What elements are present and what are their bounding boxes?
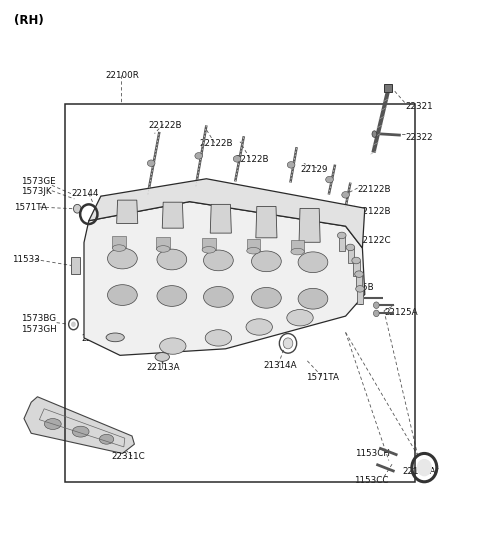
Ellipse shape <box>99 434 114 444</box>
Ellipse shape <box>246 319 273 335</box>
Text: 1573GH: 1573GH <box>21 325 56 334</box>
Ellipse shape <box>356 286 364 292</box>
Bar <box>291 240 304 252</box>
Ellipse shape <box>373 310 379 317</box>
Bar <box>112 236 126 248</box>
Bar <box>202 238 216 250</box>
Text: 1573GE: 1573GE <box>21 177 55 186</box>
Ellipse shape <box>157 249 187 270</box>
Ellipse shape <box>44 419 61 429</box>
Ellipse shape <box>204 287 233 307</box>
Ellipse shape <box>155 353 169 361</box>
Ellipse shape <box>202 246 216 253</box>
Polygon shape <box>117 200 138 223</box>
Ellipse shape <box>233 156 241 162</box>
Text: 22321: 22321 <box>406 102 433 111</box>
Ellipse shape <box>195 153 203 159</box>
Ellipse shape <box>298 288 328 309</box>
Ellipse shape <box>342 191 349 198</box>
Text: 1571TA: 1571TA <box>306 373 339 382</box>
Text: 22125B: 22125B <box>341 283 374 292</box>
Polygon shape <box>84 202 365 355</box>
Text: 22114A: 22114A <box>84 234 118 243</box>
Bar <box>339 235 345 251</box>
Ellipse shape <box>252 251 281 271</box>
Ellipse shape <box>291 249 304 255</box>
Text: 11533: 11533 <box>12 255 40 264</box>
Text: 22122B: 22122B <box>149 121 182 130</box>
Text: 1153CH: 1153CH <box>355 450 390 458</box>
Bar <box>356 274 362 289</box>
Text: 21314A: 21314A <box>263 361 297 370</box>
Polygon shape <box>256 207 277 238</box>
Ellipse shape <box>325 176 333 183</box>
Text: 22122B: 22122B <box>199 140 233 148</box>
Text: 22115A: 22115A <box>204 205 238 214</box>
Polygon shape <box>210 204 231 233</box>
Polygon shape <box>24 397 134 453</box>
Circle shape <box>71 322 76 327</box>
Bar <box>357 289 363 304</box>
Ellipse shape <box>205 330 231 346</box>
Ellipse shape <box>204 250 233 271</box>
Bar <box>348 247 354 263</box>
Ellipse shape <box>372 131 377 137</box>
Bar <box>71 257 80 274</box>
Text: 22122B: 22122B <box>235 155 269 164</box>
Ellipse shape <box>159 338 186 354</box>
Ellipse shape <box>287 161 295 168</box>
Text: 22322: 22322 <box>406 133 433 142</box>
Text: 22113A: 22113A <box>146 364 180 372</box>
Text: 1153CC: 1153CC <box>354 476 389 485</box>
Ellipse shape <box>352 257 360 264</box>
Text: 22125A: 22125A <box>384 308 418 317</box>
Ellipse shape <box>252 287 281 308</box>
Text: 22112A: 22112A <box>82 335 115 343</box>
Text: 22131: 22131 <box>336 298 364 307</box>
Ellipse shape <box>112 245 126 251</box>
Text: 22129: 22129 <box>300 165 328 174</box>
Text: 1573JK: 1573JK <box>21 187 51 196</box>
Text: 22144: 22144 <box>72 189 99 198</box>
Text: 22122B: 22122B <box>358 185 391 194</box>
Ellipse shape <box>337 232 346 239</box>
Ellipse shape <box>147 160 155 167</box>
Text: 22122C: 22122C <box>358 237 391 245</box>
Ellipse shape <box>72 426 89 437</box>
Ellipse shape <box>298 252 328 272</box>
Bar <box>247 239 260 251</box>
Ellipse shape <box>287 310 313 326</box>
Text: 22144A: 22144A <box>402 467 436 476</box>
Text: 22122B: 22122B <box>358 207 391 216</box>
Circle shape <box>283 338 293 349</box>
Ellipse shape <box>106 333 124 342</box>
Text: 22100R: 22100R <box>106 71 140 80</box>
Ellipse shape <box>108 248 137 269</box>
Ellipse shape <box>346 244 355 251</box>
Text: 1571TA: 1571TA <box>14 203 48 212</box>
Circle shape <box>73 204 81 213</box>
Ellipse shape <box>247 247 260 254</box>
Ellipse shape <box>355 271 363 277</box>
Polygon shape <box>89 179 365 248</box>
Circle shape <box>417 459 432 476</box>
Ellipse shape <box>373 302 379 308</box>
Bar <box>384 84 392 92</box>
Ellipse shape <box>157 286 187 306</box>
Text: 22133: 22133 <box>225 235 252 244</box>
Text: (RH): (RH) <box>14 14 44 27</box>
Bar <box>65 104 415 482</box>
Bar <box>353 261 360 276</box>
Polygon shape <box>299 208 320 243</box>
Ellipse shape <box>108 284 137 305</box>
Text: 22135: 22135 <box>107 219 134 228</box>
Bar <box>156 237 170 249</box>
Text: 22311C: 22311C <box>111 452 145 461</box>
Polygon shape <box>162 202 183 228</box>
Text: 1573BG: 1573BG <box>21 314 56 323</box>
Ellipse shape <box>156 246 170 252</box>
